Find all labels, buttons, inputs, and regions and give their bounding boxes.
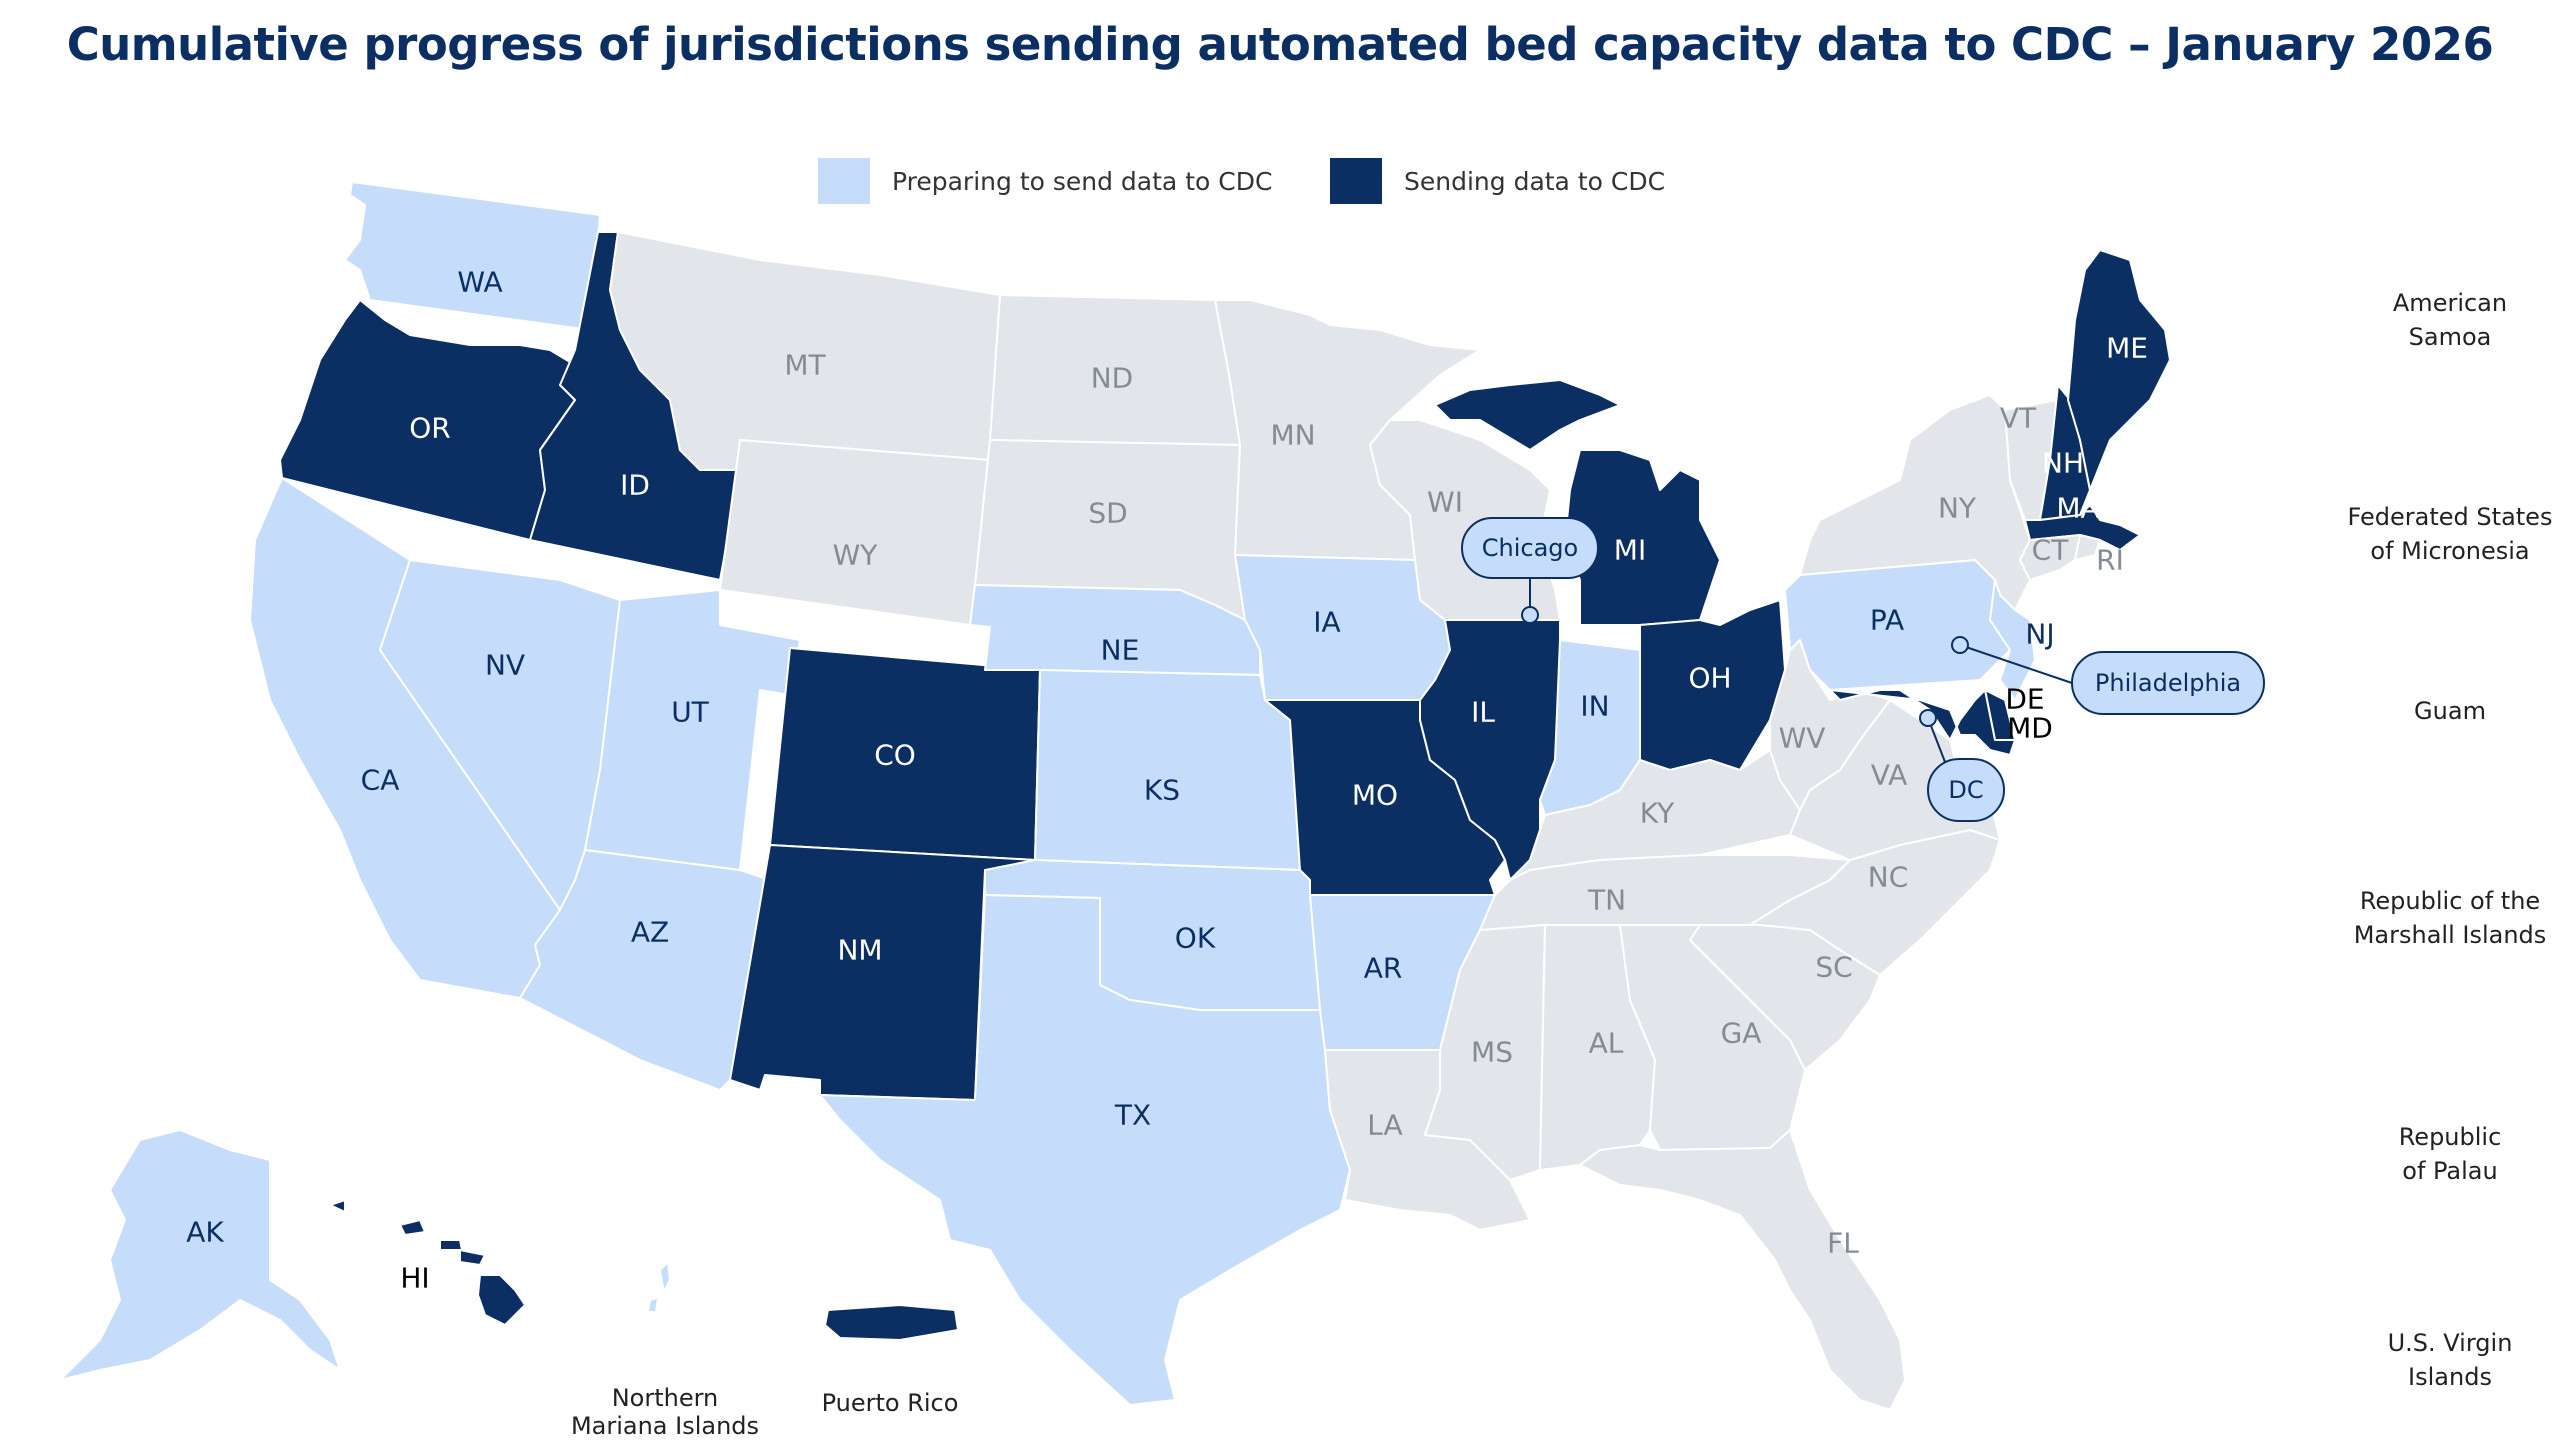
- state-label-ne: NE: [1101, 634, 1140, 667]
- state-wa: [344, 181, 601, 331]
- state-label-nd: ND: [1091, 362, 1134, 395]
- state-label-ar: AR: [1364, 952, 1403, 985]
- state-label-ma: MA: [2056, 492, 2099, 525]
- legend-label-preparing: Preparing to send data to CDC: [892, 166, 1273, 196]
- state-label-wy: WY: [833, 539, 879, 572]
- state-label-mi: MI: [1614, 534, 1646, 567]
- callout-label-dc: DC: [1948, 776, 1983, 804]
- state-label-nm: NM: [837, 934, 882, 967]
- state-label-mn: MN: [1270, 419, 1315, 452]
- state-ri: [2074, 534, 2101, 561]
- state-label-vt: VT: [2000, 402, 2037, 435]
- state-label-ct: CT: [2032, 534, 2070, 567]
- state-label-de: DE: [2005, 683, 2044, 716]
- state-label-mo: MO: [1352, 779, 1398, 812]
- state-hi: [329, 1199, 526, 1326]
- state-label-wv: WV: [1779, 722, 1826, 755]
- state-label-il: IL: [1471, 696, 1495, 729]
- state-nc: [1749, 829, 2001, 976]
- state-ak: [59, 1129, 341, 1381]
- state-label-az: AZ: [631, 916, 669, 949]
- state-pr: [824, 1304, 959, 1341]
- state-label-in: IN: [1580, 690, 1609, 723]
- state-label-ny: NY: [1938, 492, 1977, 525]
- state-label-md: MD: [2007, 712, 2053, 745]
- territory-label-usvi: U.S. Virgin Islands: [2387, 1329, 2513, 1391]
- state-label-ri: RI: [2096, 544, 2124, 577]
- callout-philadelphia: Philadelphia: [1951, 636, 2265, 715]
- state-label-ga: GA: [1721, 1017, 1762, 1050]
- callout-label-chicago: Chicago: [1482, 534, 1578, 562]
- state-label-nc: NC: [1868, 861, 1909, 894]
- state-label-or: OR: [409, 412, 451, 445]
- state-label-al: AL: [1589, 1027, 1624, 1060]
- state-label-fl: FL: [1827, 1227, 1859, 1260]
- state-tx: [819, 894, 1351, 1406]
- state-label-id: ID: [620, 469, 650, 502]
- state-ks: [1034, 669, 1301, 871]
- state-nj: [1989, 579, 2036, 701]
- state-label-ks: KS: [1144, 774, 1180, 807]
- territory-label-marshall: Republic of the Marshall Islands: [2353, 887, 2547, 949]
- territory-label-northern-mariana: Northern Mariana Islands: [570, 1384, 760, 1440]
- state-label-wi: WI: [1427, 486, 1463, 519]
- territory-label-guam: Guam: [2414, 697, 2486, 725]
- state-label-la: LA: [1367, 1109, 1402, 1142]
- state-label-oh: OH: [1688, 662, 1731, 695]
- state-label-me: ME: [2106, 332, 2148, 365]
- state-label-ky: KY: [1640, 797, 1675, 830]
- state-label-sc: SC: [1815, 951, 1852, 984]
- territory-label-american-samoa: American Samoa: [2392, 289, 2508, 351]
- legend-swatch-sending: [1330, 158, 1382, 204]
- state-label-hi: HI: [400, 1262, 429, 1295]
- state-label-nv: NV: [485, 649, 525, 682]
- state-label-sd: SD: [1088, 497, 1127, 530]
- state-label-nh: NH: [2042, 447, 2084, 480]
- state-ut: [584, 589, 801, 871]
- state-mn: [1214, 299, 1481, 561]
- state-label-tx: TX: [1114, 1099, 1151, 1132]
- state-label-pa: PA: [1870, 604, 1904, 637]
- state-me: [2067, 249, 2171, 491]
- state-fl: [1579, 1129, 1906, 1411]
- territory-label-palau: Republic of Palau: [2398, 1123, 2502, 1185]
- state-mp: [647, 1261, 671, 1313]
- legend-label-sending: Sending data to CDC: [1404, 166, 1666, 196]
- state-label-ms: MS: [1471, 1036, 1513, 1069]
- state-label-ia: IA: [1313, 606, 1340, 639]
- state-label-ca: CA: [361, 764, 400, 797]
- legend-swatch-preparing: [818, 158, 870, 204]
- state-md: [1829, 689, 2016, 756]
- state-label-ok: OK: [1175, 922, 1216, 955]
- state-label-tn: TN: [1587, 884, 1626, 917]
- state-wv: [1769, 639, 1891, 811]
- territory-label-puerto-rico: Puerto Rico: [821, 1389, 959, 1417]
- callout-chicago: Chicago: [1461, 517, 1599, 624]
- territory-label-micronesia: Federated States of Micronesia: [2347, 503, 2553, 565]
- legend-item-sending: Sending data to CDC: [1330, 158, 1665, 204]
- state-label-ak: AK: [186, 1216, 224, 1249]
- state-label-ut: UT: [671, 696, 709, 729]
- state-label-nj: NJ: [2025, 618, 2054, 651]
- state-label-va: VA: [1871, 759, 1908, 792]
- state-label-co: CO: [874, 739, 916, 772]
- map-title: Cumulative progress of jurisdictions sen…: [66, 18, 2494, 71]
- state-mt: [609, 231, 1001, 471]
- callout-label-philadelphia: Philadelphia: [2095, 669, 2241, 697]
- state-label-wa: WA: [457, 266, 502, 299]
- legend-item-preparing: Preparing to send data to CDC: [818, 158, 1272, 204]
- callout-dc: DC: [1919, 709, 2005, 822]
- state-wy: [719, 439, 991, 626]
- state-label-mt: MT: [784, 349, 826, 382]
